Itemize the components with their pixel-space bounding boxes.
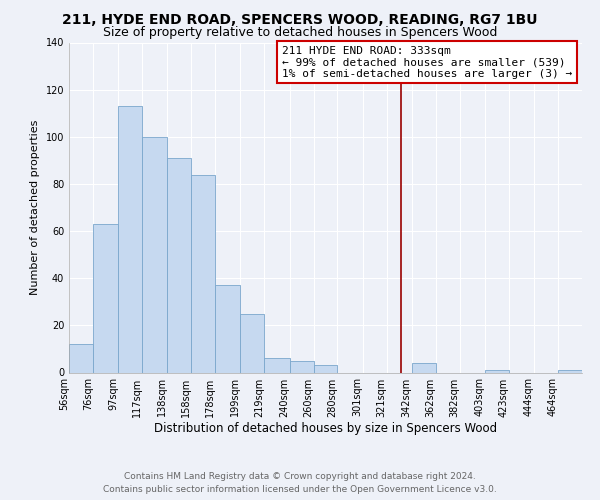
Y-axis label: Number of detached properties: Number of detached properties	[30, 120, 40, 295]
Bar	[191, 174, 215, 372]
Bar	[215, 286, 241, 372]
Bar	[485, 370, 509, 372]
Bar	[93, 224, 118, 372]
Bar	[118, 106, 142, 372]
Bar	[241, 314, 265, 372]
Text: 211 HYDE END ROAD: 333sqm
← 99% of detached houses are smaller (539)
1% of semi-: 211 HYDE END ROAD: 333sqm ← 99% of detac…	[282, 46, 572, 79]
Bar	[142, 137, 167, 372]
Bar	[314, 366, 337, 372]
Text: Contains HM Land Registry data © Crown copyright and database right 2024.
Contai: Contains HM Land Registry data © Crown c…	[103, 472, 497, 494]
X-axis label: Distribution of detached houses by size in Spencers Wood: Distribution of detached houses by size …	[154, 422, 497, 435]
Text: Size of property relative to detached houses in Spencers Wood: Size of property relative to detached ho…	[103, 26, 497, 39]
Bar	[412, 363, 436, 372]
Bar	[69, 344, 93, 372]
Bar	[290, 360, 314, 372]
Text: 211, HYDE END ROAD, SPENCERS WOOD, READING, RG7 1BU: 211, HYDE END ROAD, SPENCERS WOOD, READI…	[62, 12, 538, 26]
Bar	[167, 158, 191, 372]
Bar	[265, 358, 290, 372]
Bar	[558, 370, 582, 372]
